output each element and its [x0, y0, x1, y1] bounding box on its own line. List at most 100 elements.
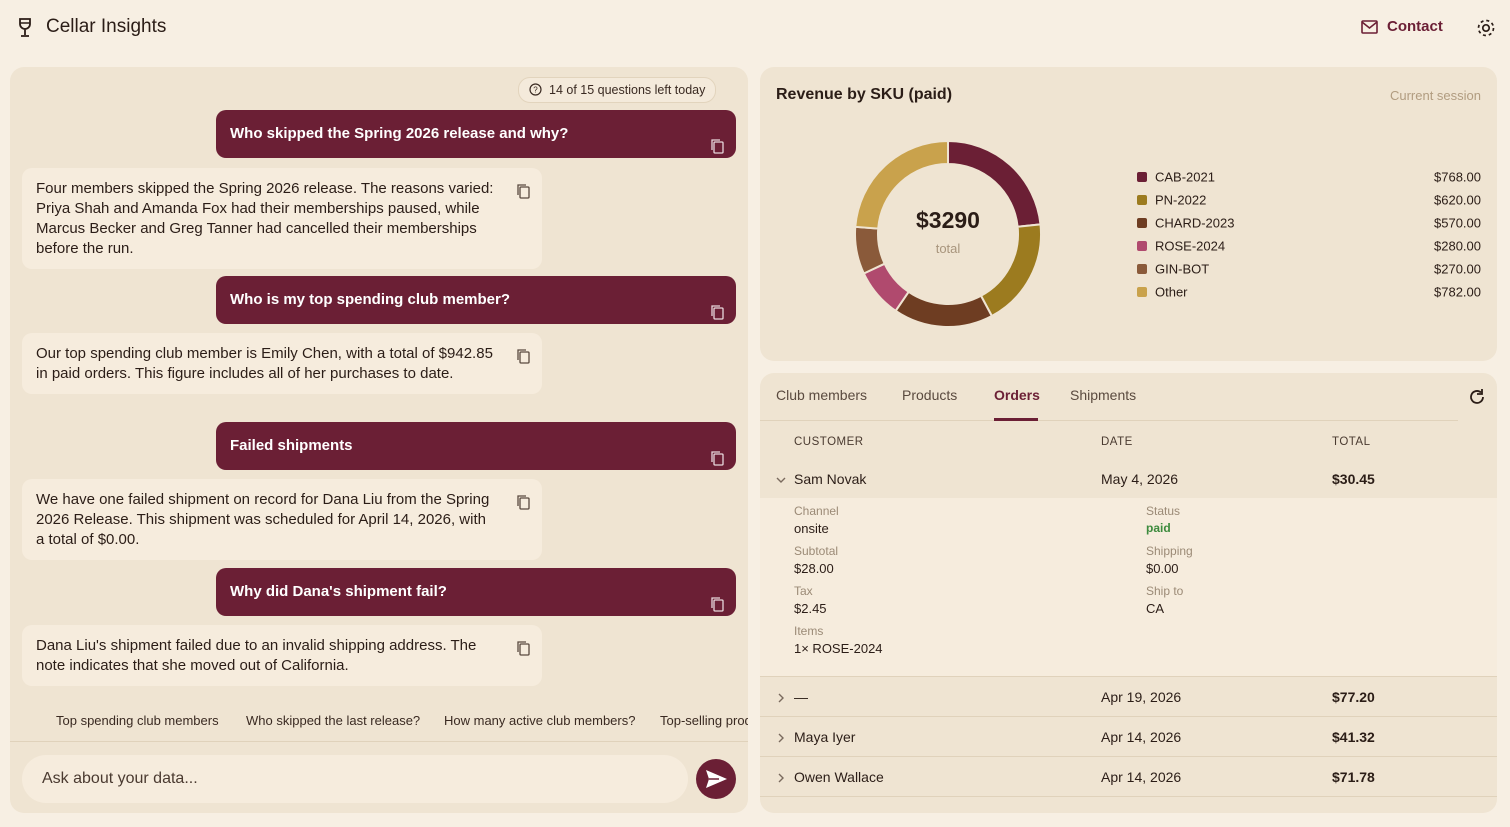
legend-swatch	[1137, 264, 1147, 274]
refresh-button[interactable]	[1467, 387, 1487, 407]
copy-icon	[711, 597, 724, 612]
row-divider	[760, 716, 1497, 717]
chat-input[interactable]: Ask about your data...	[22, 755, 688, 803]
data-panel	[760, 373, 1497, 813]
help-icon: ?	[529, 83, 542, 96]
expand-chevron[interactable]	[775, 771, 787, 789]
collapse-chevron[interactable]	[775, 473, 787, 491]
field-label: Subtotal	[794, 544, 839, 558]
copy-icon	[711, 139, 724, 154]
table-cell: Maya Iyer	[794, 729, 856, 745]
assistant-message: We have one failed shipment on record fo…	[22, 479, 542, 560]
column-header: TOTAL	[1332, 436, 1371, 448]
user-message: Why did Dana's shipment fail?	[216, 568, 736, 616]
chart-subtitle: Current session	[1389, 88, 1481, 103]
tab[interactable]: Shipments	[1070, 387, 1137, 403]
chevron-icon	[778, 773, 784, 783]
row-divider	[760, 676, 1497, 677]
table-cell: May 4, 2026	[1101, 471, 1179, 487]
field-label: Status	[1146, 504, 1181, 518]
table-cell: $41.32	[1332, 729, 1375, 745]
row-divider	[760, 756, 1497, 757]
suggestion-chip[interactable]: Top-selling products	[660, 713, 748, 728]
tab[interactable]: Products	[902, 387, 958, 403]
copy-button[interactable]	[516, 183, 530, 205]
legend-value: $570.00	[1434, 216, 1481, 231]
svg-text:?: ?	[533, 86, 538, 95]
field-value: CA	[1146, 601, 1165, 616]
copy-button[interactable]	[710, 584, 724, 632]
input-placeholder: Ask about your data...	[42, 770, 198, 787]
expand-chevron[interactable]	[775, 691, 787, 709]
field-value: 1× ROSE-2024	[794, 641, 883, 656]
chevron-icon	[778, 693, 784, 703]
expanded-row	[760, 498, 1497, 676]
message-text: Dana Liu's shipment failed due to an inv…	[36, 637, 477, 674]
field-label: Ship to	[1146, 584, 1184, 598]
chevron-icon	[778, 733, 784, 743]
field-value: $28.00	[794, 561, 834, 576]
message-text: Who is my top spending club member?	[230, 291, 511, 308]
legend-swatch	[1137, 218, 1147, 228]
message-text: Four members skipped the Spring 2026 rel…	[36, 180, 494, 257]
settings-icon[interactable]	[1475, 17, 1497, 39]
donut-segment	[854, 139, 949, 230]
copy-button[interactable]	[710, 292, 724, 340]
message-text: Failed shipments	[230, 437, 353, 454]
field-label: Channel	[794, 504, 839, 518]
user-message: Who skipped the Spring 2026 release and …	[216, 110, 736, 158]
suggestion-chip[interactable]: Who skipped the last release?	[246, 713, 421, 728]
copy-button[interactable]	[710, 126, 724, 174]
copy-button[interactable]	[710, 438, 724, 486]
chart-title: Revenue by SKU (paid)	[776, 86, 953, 103]
tab[interactable]: Orders	[994, 387, 1040, 403]
field-value: onsite	[794, 521, 829, 536]
legend-swatch	[1137, 287, 1147, 297]
legend-label: GIN-BOT	[1155, 262, 1209, 277]
quota-badge: 14 of 15 questions left today	[518, 77, 717, 103]
copy-icon	[517, 495, 530, 510]
logo-icon	[19, 18, 31, 37]
legend-swatch	[1137, 172, 1147, 182]
copy-button[interactable]	[516, 494, 530, 516]
suggestion-chip[interactable]: Top spending club members	[56, 713, 219, 728]
table-cell: Sam Novak	[794, 471, 867, 487]
message-text: Why did Dana's shipment fail?	[230, 583, 447, 600]
tab-divider	[760, 420, 1458, 421]
field-label: Tax	[794, 584, 813, 598]
tab-underline	[994, 418, 1038, 421]
legend-value: $280.00	[1434, 239, 1481, 254]
column-header: DATE	[1101, 436, 1133, 448]
copy-button[interactable]	[516, 640, 530, 662]
message-text: Who skipped the Spring 2026 release and …	[230, 125, 569, 142]
quota-text: 14 of 15 questions left today	[549, 83, 706, 97]
message-text: We have one failed shipment on record fo…	[36, 491, 490, 548]
table-cell: Owen Wallace	[794, 769, 884, 785]
copy-icon	[517, 184, 530, 199]
assistant-message: Our top spending club member is Emily Ch…	[22, 333, 542, 394]
field-label: Items	[794, 624, 824, 638]
table-cell: Apr 14, 2026	[1101, 729, 1182, 745]
copy-icon	[517, 349, 530, 364]
field-value: $2.45	[794, 601, 827, 616]
legend-swatch	[1137, 241, 1147, 251]
copy-button[interactable]	[516, 348, 530, 370]
legend-value: $768.00	[1434, 170, 1481, 185]
table-cell: Apr 14, 2026	[1101, 769, 1182, 785]
donut-segment	[854, 225, 886, 275]
tab[interactable]: Club members	[776, 387, 868, 403]
suggestion-chip[interactable]: How many active club members?	[444, 713, 636, 728]
send-button[interactable]	[696, 759, 736, 799]
expand-chevron[interactable]	[775, 731, 787, 749]
field-label: Shipping	[1146, 544, 1193, 558]
table-cell: $30.45	[1332, 471, 1375, 487]
copy-icon	[711, 305, 724, 320]
field-value: $0.00	[1146, 561, 1179, 576]
row-divider	[760, 796, 1497, 797]
contact-button[interactable]: Contact	[1387, 18, 1443, 35]
legend-value: $270.00	[1434, 262, 1481, 277]
chart: $3290 total CAB-2021 $768.00 PN-2022 $620.00 C…	[854, 139, 1481, 328]
donut-segment	[979, 223, 1042, 318]
chevron-icon	[776, 477, 786, 483]
